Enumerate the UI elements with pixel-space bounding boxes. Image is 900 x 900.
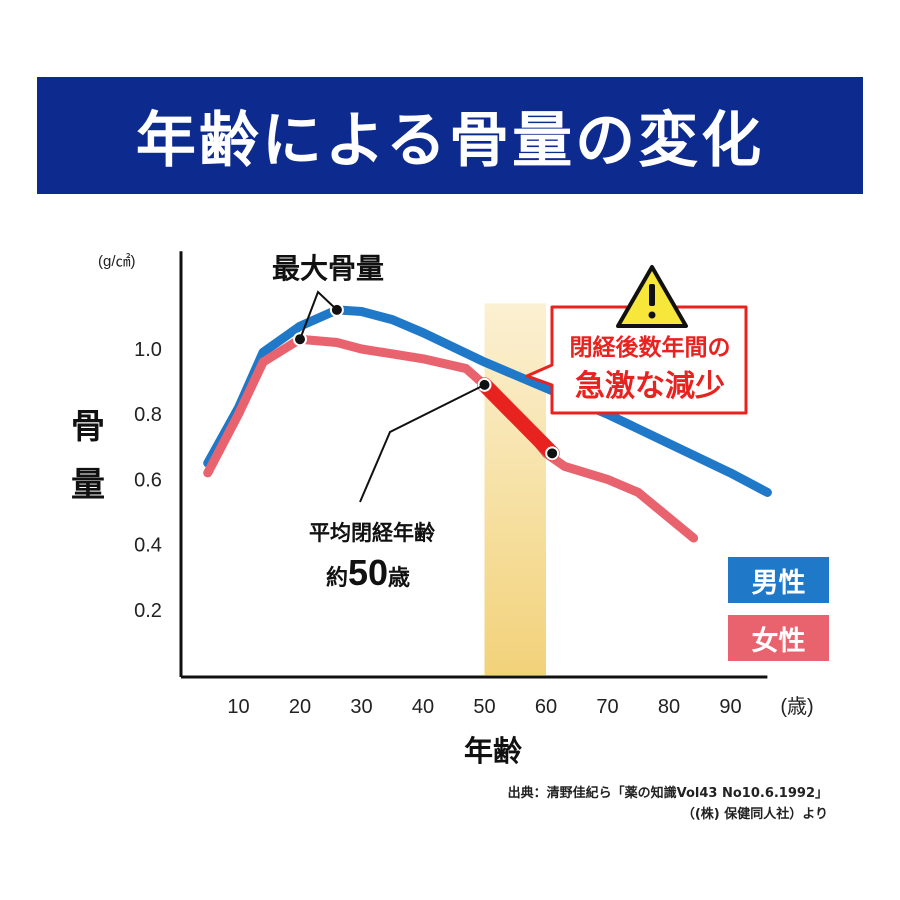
x-tick-label: 90 [719,696,741,718]
series-line [203,305,772,497]
source-line-1: 出典：清野佳紀ら「薬の知識Vol43 No10.6.1992」 [507,786,828,801]
x-unit-label: (歳) [780,695,813,718]
menopause-age-label: 約50歳 [326,552,410,593]
title-banner: 年齢による骨量の変化 [37,77,863,194]
warning-text-line1: 閉経後数年間の [570,334,731,361]
y-tick-label: 0.6 [134,469,162,491]
x-tick-label: 20 [289,696,311,718]
legend-male-label: 男性 [751,567,806,599]
x-tick-label: 80 [658,696,680,718]
y-tick-label: 0.2 [134,600,162,622]
warning-text-line2: 急激な減少 [575,369,725,404]
x-tick-label: 30 [350,696,372,718]
warning-icon-dot [648,311,656,319]
menopause-label: 平均閉経年齢 [309,521,436,545]
legend-female-label: 女性 [751,625,806,657]
source-line-2: （(株) 保健同人社）より [681,807,828,822]
warning-icon-bar [649,284,655,306]
y-tick-label: 1.0 [134,339,162,361]
y-axis-label-char2: 量 [71,465,105,505]
x-tick-label: 50 [473,696,495,718]
rapid-decline-segment [477,377,560,461]
y-axis-label-char1: 骨 [71,407,105,447]
menopause-highlight-band [484,303,546,675]
peak-leader-line [299,290,338,340]
y-unit-label: (g/㎠) [98,253,136,270]
chart-title: 年齢による骨量の変化 [135,106,765,176]
legend-male: 男性 [728,557,829,603]
warning-callout [525,305,748,415]
series-line [203,334,699,543]
menopause-leader-line [359,383,485,503]
legend-female: 女性 [728,615,829,661]
y-tick-label: 0.8 [134,404,162,426]
y-tick-label: 0.4 [134,535,162,557]
peak-bone-mass-label: 最大骨量 [272,252,384,285]
x-tick-label: 60 [535,696,557,718]
x-axis-label: 年齢 [464,734,523,768]
decline-end-marker [545,446,560,461]
x-tick-label: 10 [227,696,249,718]
source-citation: 出典：清野佳紀ら「薬の知識Vol43 No10.6.1992」 （(株) 保健同… [508,783,828,825]
x-tick-label: 70 [596,696,618,718]
x-tick-label: 40 [412,696,434,718]
